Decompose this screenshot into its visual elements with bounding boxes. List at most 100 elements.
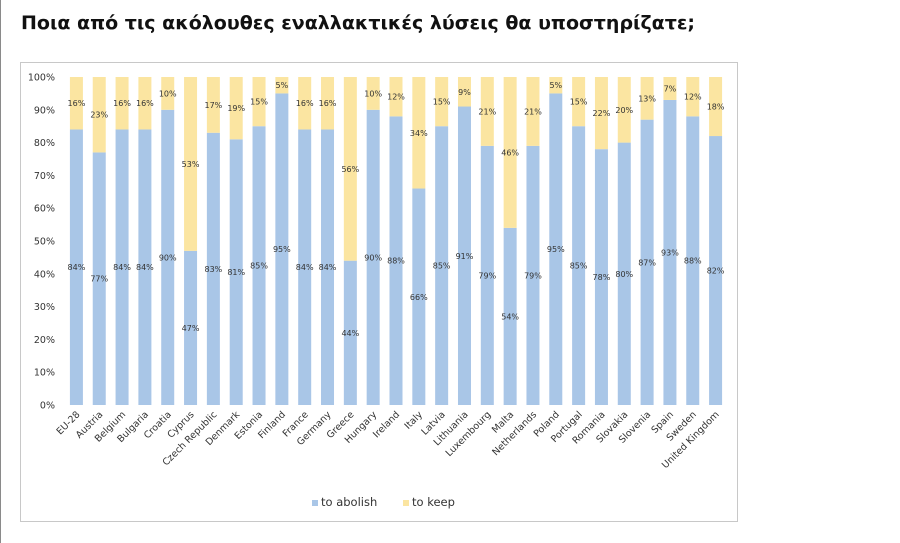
data-label-to-keep: 16%	[113, 99, 131, 108]
data-label-to-keep: 10%	[159, 89, 177, 98]
data-label-to-abolish: 84%	[68, 263, 86, 272]
data-label-to-keep: 7%	[664, 84, 677, 93]
data-label-to-keep: 13%	[638, 94, 656, 103]
bar-to-keep	[663, 77, 677, 100]
bar-to-keep	[92, 77, 106, 153]
bar-to-keep	[686, 77, 700, 117]
data-label-to-keep: 23%	[90, 111, 108, 120]
bar-to-keep	[640, 77, 654, 120]
stacked-bar-chart: 0%10%20%30%40%50%60%70%80%90%100%84%16%E…	[28, 73, 725, 510]
data-label-to-abolish: 95%	[273, 245, 291, 254]
bar-to-abolish	[435, 126, 449, 405]
bar-to-keep	[184, 77, 198, 251]
data-label-to-keep: 16%	[68, 99, 86, 108]
bar-to-keep	[229, 77, 243, 140]
data-label-to-keep: 53%	[182, 160, 200, 169]
data-label-to-abolish: 87%	[638, 258, 656, 267]
data-label-to-keep: 19%	[227, 104, 245, 113]
y-tick-label: 70%	[34, 171, 55, 182]
bar-to-keep	[69, 77, 83, 130]
bar-to-abolish	[252, 126, 266, 405]
bar-to-keep	[594, 77, 608, 150]
bar-to-abolish	[709, 136, 723, 405]
y-tick-label: 0%	[40, 401, 55, 412]
y-tick-label: 30%	[34, 302, 55, 313]
chart-panel: 0% 10% 20% 30% 40% 50% 60% 70% 80% 90% 100% 84% 16% E…	[20, 62, 738, 522]
data-label-to-keep: 12%	[387, 93, 405, 102]
data-label-to-keep: 17%	[204, 101, 222, 110]
bar-to-keep	[343, 77, 357, 261]
bar-to-keep	[298, 77, 312, 130]
data-label-to-abolish: 95%	[547, 245, 565, 254]
y-tick-label: 10%	[34, 368, 55, 379]
bar-to-keep	[435, 77, 449, 127]
data-label-to-keep: 16%	[296, 99, 314, 108]
data-label-to-abolish: 44%	[341, 329, 359, 338]
legend-swatch-to-keep	[403, 500, 409, 506]
data-label-to-keep: 15%	[250, 98, 268, 107]
bar-to-abolish	[275, 93, 289, 406]
data-label-to-abolish: 83%	[204, 265, 222, 274]
data-label-to-keep: 21%	[524, 107, 542, 116]
data-label-to-abolish: 66%	[410, 293, 428, 302]
bar-to-keep	[138, 77, 152, 130]
bar-to-keep	[206, 77, 220, 133]
data-label-to-keep: 10%	[364, 89, 382, 98]
bar-to-abolish	[549, 93, 563, 406]
bar-to-keep	[275, 77, 289, 94]
data-label-to-abolish: 85%	[433, 262, 451, 271]
bar-to-abolish	[663, 99, 677, 406]
data-label-to-abolish: 93%	[661, 248, 679, 257]
bar-to-keep	[549, 77, 563, 94]
bar-to-abolish	[457, 106, 471, 405]
data-label-to-abolish: 78%	[593, 273, 611, 282]
question-title: Ποια από τις ακόλουθες εναλλακτικές λύσε…	[21, 12, 696, 34]
data-label-to-keep: 16%	[319, 99, 337, 108]
bar-to-keep	[252, 77, 266, 127]
bar-to-keep	[457, 77, 471, 107]
data-label-to-keep: 56%	[341, 165, 359, 174]
data-label-to-keep: 20%	[615, 106, 633, 115]
data-label-to-abolish: 84%	[113, 263, 131, 272]
bar-to-abolish	[594, 149, 608, 405]
bar-to-keep	[617, 77, 631, 143]
bar-to-abolish	[343, 260, 357, 405]
data-label-to-abolish: 90%	[159, 253, 177, 262]
data-label-to-abolish: 88%	[684, 257, 702, 266]
bar-to-keep	[389, 77, 403, 117]
bar-to-keep	[115, 77, 129, 130]
data-label-to-abolish: 84%	[136, 263, 154, 272]
data-label-to-abolish: 82%	[707, 267, 725, 276]
bar-to-abolish	[412, 188, 426, 405]
bar-to-keep	[503, 77, 517, 228]
data-label-to-keep: 16%	[136, 99, 154, 108]
bar-to-abolish	[526, 145, 540, 405]
bar-to-abolish	[138, 129, 152, 405]
legend-swatch-to-abolish	[312, 500, 318, 506]
data-label-to-abolish: 91%	[456, 252, 474, 261]
data-label-to-abolish: 90%	[364, 253, 382, 262]
bar-to-abolish	[184, 250, 198, 405]
bar-to-abolish	[92, 152, 106, 405]
bar-to-abolish	[389, 116, 403, 406]
bar-to-abolish	[617, 142, 631, 405]
bar-to-keep	[480, 77, 494, 146]
bar-to-abolish	[206, 132, 220, 405]
bar-to-keep	[321, 77, 335, 130]
legend-label-to-abolish: to abolish	[321, 495, 377, 509]
data-label-to-keep: 9%	[458, 88, 471, 97]
data-label-to-keep: 22%	[593, 109, 611, 118]
bar-to-keep	[526, 77, 540, 146]
bar-to-abolish	[480, 145, 494, 405]
data-label-to-keep: 15%	[433, 98, 451, 107]
legend-label-to-keep: to keep	[412, 495, 455, 509]
data-label-to-abolish: 84%	[296, 263, 314, 272]
data-label-to-abolish: 85%	[570, 262, 588, 271]
data-label-to-keep: 46%	[501, 148, 519, 157]
data-label-to-keep: 21%	[478, 107, 496, 116]
bar-to-abolish	[686, 116, 700, 406]
bar-to-keep	[709, 77, 723, 137]
data-label-to-keep: 12%	[684, 93, 702, 102]
data-label-to-keep: 18%	[707, 103, 725, 112]
bar-to-abolish	[69, 129, 83, 405]
